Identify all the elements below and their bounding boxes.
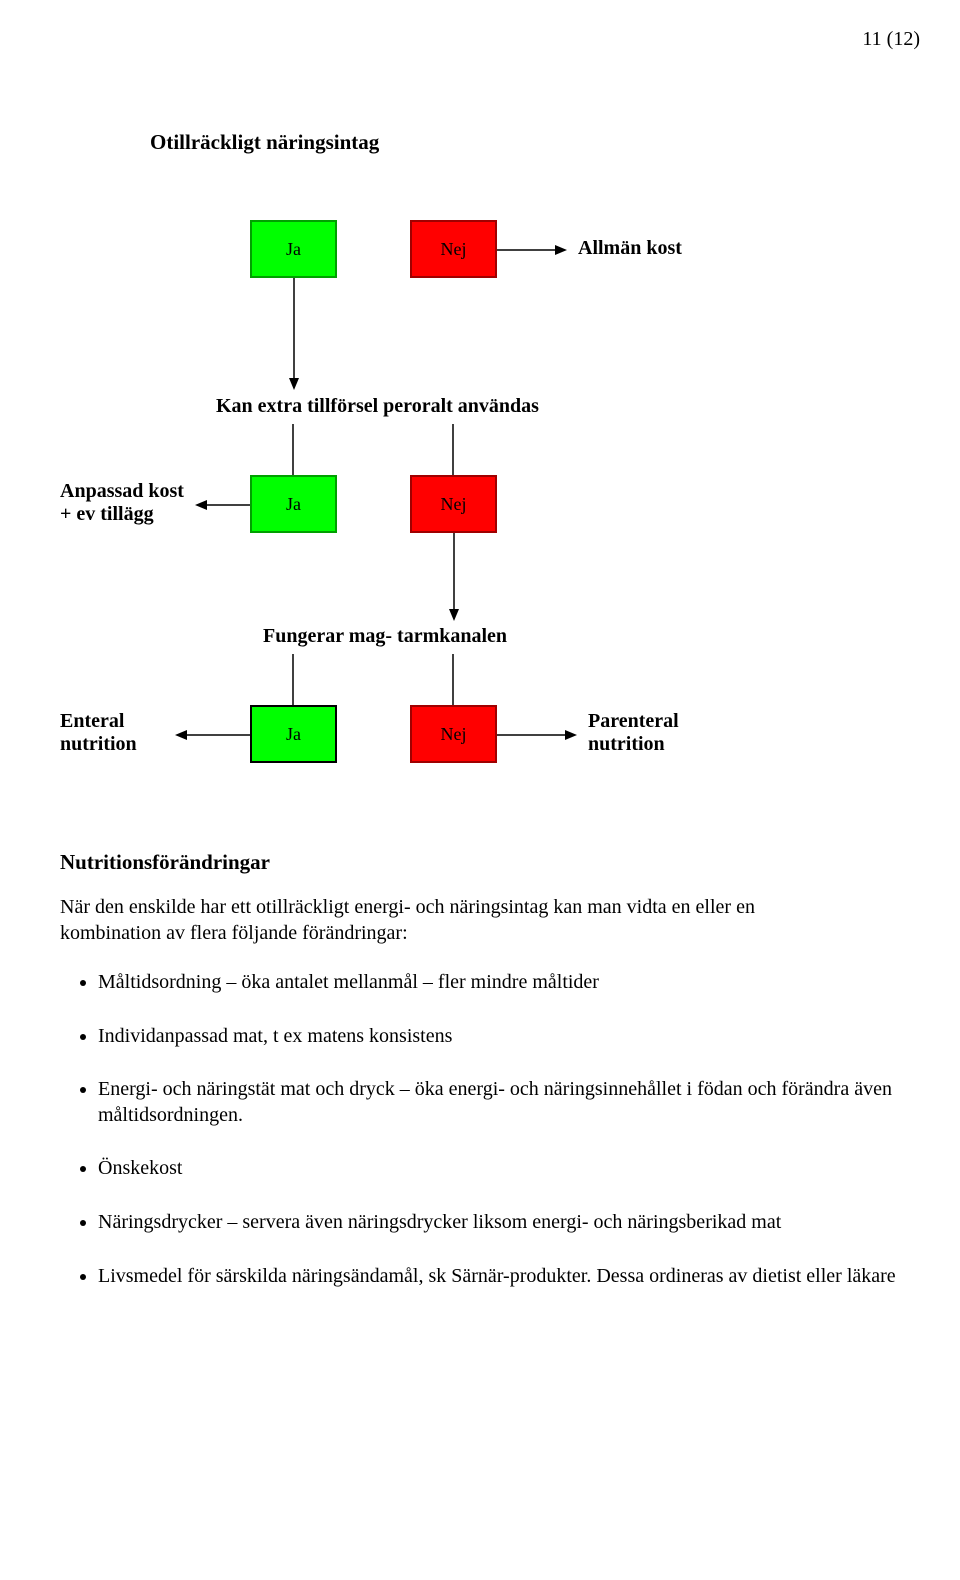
connector-q3-nej [450,654,456,705]
arrow-left-3 [175,728,250,742]
flow-box-label: Nej [441,239,467,260]
flow-box-label: Ja [286,494,301,515]
outcome-parenteral: Parenteral nutrition [588,710,679,756]
list-item: Önskekost [98,1156,898,1182]
arrow-right-3 [497,728,577,742]
list-item: Individanpassad mat, t ex matens konsist… [98,1024,898,1050]
list-item-text: Önskekost [98,1157,182,1179]
flow-box-nej-3: Nej [410,705,497,763]
flow-box-label: Nej [441,494,467,515]
outcome-allman-kost: Allmän kost [578,237,682,260]
flow-question-2: Kan extra tillförsel peroralt användas [216,395,539,418]
flow-box-label: Nej [441,724,467,745]
list-item: Näringsdrycker – servera även näringsdry… [98,1210,898,1236]
flow-box-ja-3: Ja [250,705,337,763]
list-item-text: Energi- och näringstät mat och dryck – ö… [98,1078,892,1126]
arrow-down-ja1 [287,278,301,390]
arrow-down-nej2 [447,533,461,621]
connector-q3-ja [290,654,296,705]
list-item-text: Näringsdrycker – servera även näringsdry… [98,1211,781,1233]
connector-q2-ja [290,424,296,475]
section-heading: Nutritionsförändringar [60,850,270,875]
list-item: Livsmedel för särskilda näringsändamål, … [98,1264,898,1290]
arrow-right-1 [497,243,567,257]
bullet-list: Måltidsordning – öka antalet mellanmål –… [60,970,898,1289]
flow-question-3: Fungerar mag- tarmkanalen [263,625,507,648]
list-item: Måltidsordning – öka antalet mellanmål –… [98,970,898,996]
flow-box-nej-1: Nej [410,220,497,278]
flow-box-label: Ja [286,724,301,745]
list-item: Energi- och näringstät mat och dryck – ö… [98,1077,898,1128]
list-item-text: Måltidsordning – öka antalet mellanmål –… [98,971,599,993]
flow-box-ja-2: Ja [250,475,337,533]
list-item-text: Livsmedel för särskilda näringsändamål, … [98,1265,896,1287]
flow-box-label: Ja [286,239,301,260]
flowchart-title: Otillräckligt näringsintag [150,130,379,155]
outcome-enteral: Enteral nutrition [60,710,137,756]
connector-q2-nej [450,424,456,475]
section-intro: När den enskilde har ett otillräckligt e… [60,895,860,946]
page: 11 (12) Otillräckligt näringsintag Ja Ne… [0,0,960,1580]
outcome-anpassad-kost: Anpassad kost + ev tillägg [60,480,184,526]
flow-box-ja-1: Ja [250,220,337,278]
arrow-left-2 [195,498,250,512]
flow-box-nej-2: Nej [410,475,497,533]
page-number: 11 (12) [862,28,920,51]
list-item-text: Individanpassad mat, t ex matens konsist… [98,1025,452,1047]
